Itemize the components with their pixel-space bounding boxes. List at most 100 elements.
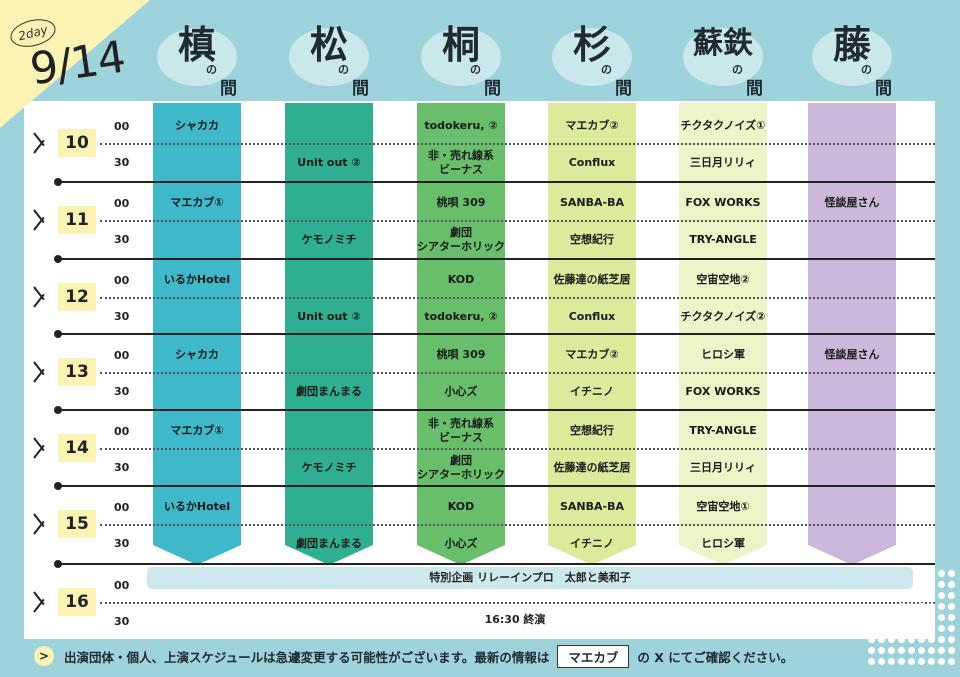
- performance-cell: いるかHotel: [163, 273, 231, 286]
- performance-cell: チクタクノイズ②: [680, 310, 766, 323]
- room-header-maki: 槙の間: [142, 6, 252, 101]
- footer-text-before: 出演団体・個人、上演スケジュールは急遽変更する可能性がございます。最新の情報は: [64, 649, 550, 665]
- room-crest-icon: [421, 28, 501, 86]
- performance-cell: 劇団まんまる: [296, 385, 362, 398]
- hour-label: 16: [58, 588, 96, 616]
- minute-label: 00: [114, 197, 130, 210]
- performance-cell: SANBA-BA: [559, 500, 624, 513]
- performance-cell: 空想紀行: [570, 424, 614, 437]
- minute-label: 30: [114, 233, 130, 246]
- room-suffix-no: の: [732, 63, 743, 76]
- half-hour-divider: [100, 297, 935, 299]
- performance-cell: 桃唄 309: [436, 196, 486, 209]
- chevron-right-icon: [34, 351, 48, 391]
- room-name: 藤: [832, 22, 871, 67]
- performance-cell: 劇団 シアターホリック: [417, 454, 505, 481]
- hour-divider: [54, 406, 935, 414]
- performance-cell: 佐藤達の紙芝居: [553, 273, 631, 286]
- room-suffix-no: の: [470, 63, 481, 76]
- performance-cell: イチニノ: [570, 537, 614, 550]
- performance-cell: Unit out ②: [297, 310, 361, 323]
- performance-cell: 劇団まんまる: [296, 537, 362, 550]
- room-header-matsu: 松の間: [274, 6, 384, 101]
- performance-cell: 三日月リリィ: [690, 461, 756, 474]
- performance-cell: 怪談屋さん: [824, 196, 880, 209]
- room-name: 桐: [441, 22, 480, 67]
- half-hour-divider: [100, 372, 935, 374]
- minute-label: 00: [114, 349, 130, 362]
- hour-label: 13: [58, 358, 96, 386]
- performance-cell: 空想紀行: [570, 233, 614, 246]
- room-crest-icon: [157, 28, 237, 86]
- hour-divider: [54, 482, 935, 490]
- room-suffix-ma: 間: [615, 79, 632, 99]
- half-hour-divider: [100, 602, 935, 604]
- performance-cell: いるかHotel: [163, 500, 231, 513]
- performance-cell: Unit out ②: [297, 156, 361, 169]
- minute-label: 30: [114, 156, 130, 169]
- footer-account-box[interactable]: マエカブ: [557, 644, 630, 668]
- minute-label: 30: [114, 615, 130, 628]
- performance-cell: 空宙空地①: [696, 500, 750, 513]
- room-name: 蘇鉄: [693, 26, 753, 61]
- performance-cell: 非・売れ線系 ビーナス: [428, 417, 494, 444]
- performance-cell: マエカブ②: [565, 348, 619, 361]
- hour-label: 15: [58, 510, 96, 538]
- performance-cell: マエカブ②: [565, 119, 619, 132]
- special-event-banner: 特別企画 リレーインプロ 太郎と美和子: [147, 567, 913, 589]
- hour-divider: [54, 255, 935, 263]
- room-suffix-ma: 間: [875, 79, 892, 99]
- chevron-right-icon: [34, 122, 48, 162]
- performance-cell: Conflux: [568, 156, 616, 169]
- half-hour-divider: [100, 448, 935, 450]
- room-header-fuji: 藤の間: [797, 6, 907, 101]
- room-column-arrow-matsu: [285, 545, 373, 565]
- minute-label: 00: [114, 579, 130, 592]
- room-header-sugi: 杉の間: [537, 6, 647, 101]
- minute-label: 00: [114, 274, 130, 287]
- room-suffix-no: の: [861, 63, 872, 76]
- performance-cell: todokeru, ②: [424, 310, 498, 323]
- dot-decoration: [868, 570, 958, 670]
- performance-cell: TRY-ANGLE: [689, 233, 757, 246]
- date-corner: [0, 0, 150, 128]
- room-column-arrow-maki: [153, 545, 241, 565]
- performance-cell: Conflux: [568, 310, 616, 323]
- performance-cell: 小心ズ: [444, 385, 478, 398]
- room-crest-icon: [683, 28, 763, 86]
- performance-cell: シャカカ: [175, 119, 219, 132]
- performance-cell: マエカブ①: [170, 424, 224, 437]
- performance-cell: シャカカ: [175, 348, 219, 361]
- room-column-sotetsu: [679, 103, 767, 545]
- room-suffix-ma: 間: [220, 79, 237, 99]
- minute-label: 00: [114, 501, 130, 514]
- performance-cell: 佐藤達の紙芝居: [553, 461, 631, 474]
- minute-label: 00: [114, 425, 130, 438]
- performance-cell: チクタクノイズ①: [680, 119, 766, 132]
- hour-label: 10: [58, 129, 96, 157]
- performance-cell: 劇団 シアターホリック: [417, 226, 505, 253]
- room-column-arrow-kiri: [417, 545, 505, 565]
- room-column-fuji: [808, 103, 896, 545]
- room-header-kiri: 桐の間: [406, 6, 516, 101]
- performance-cell: 小心ズ: [444, 537, 478, 550]
- minute-label: 30: [114, 385, 130, 398]
- half-hour-divider: [100, 220, 935, 222]
- performance-cell: ヒロシ軍: [701, 537, 745, 550]
- room-crest-icon: [552, 28, 632, 86]
- room-suffix-ma: 間: [746, 79, 763, 99]
- room-column-arrow-sugi: [548, 545, 636, 565]
- room-crest-icon: [812, 28, 892, 86]
- room-column-maki: [153, 103, 241, 545]
- performance-cell: KOD: [447, 273, 475, 286]
- performance-cell: 空宙空地②: [696, 273, 750, 286]
- hour-divider: [54, 560, 935, 568]
- performance-cell: 怪談屋さん: [824, 348, 880, 361]
- minute-label: 30: [114, 537, 130, 550]
- room-name: 杉: [572, 22, 611, 67]
- performance-cell: マエカブ①: [170, 196, 224, 209]
- minute-label: 30: [114, 461, 130, 474]
- room-suffix-ma: 間: [484, 79, 501, 99]
- performance-cell: ケモノミチ: [301, 233, 357, 246]
- room-suffix-no: の: [338, 63, 349, 76]
